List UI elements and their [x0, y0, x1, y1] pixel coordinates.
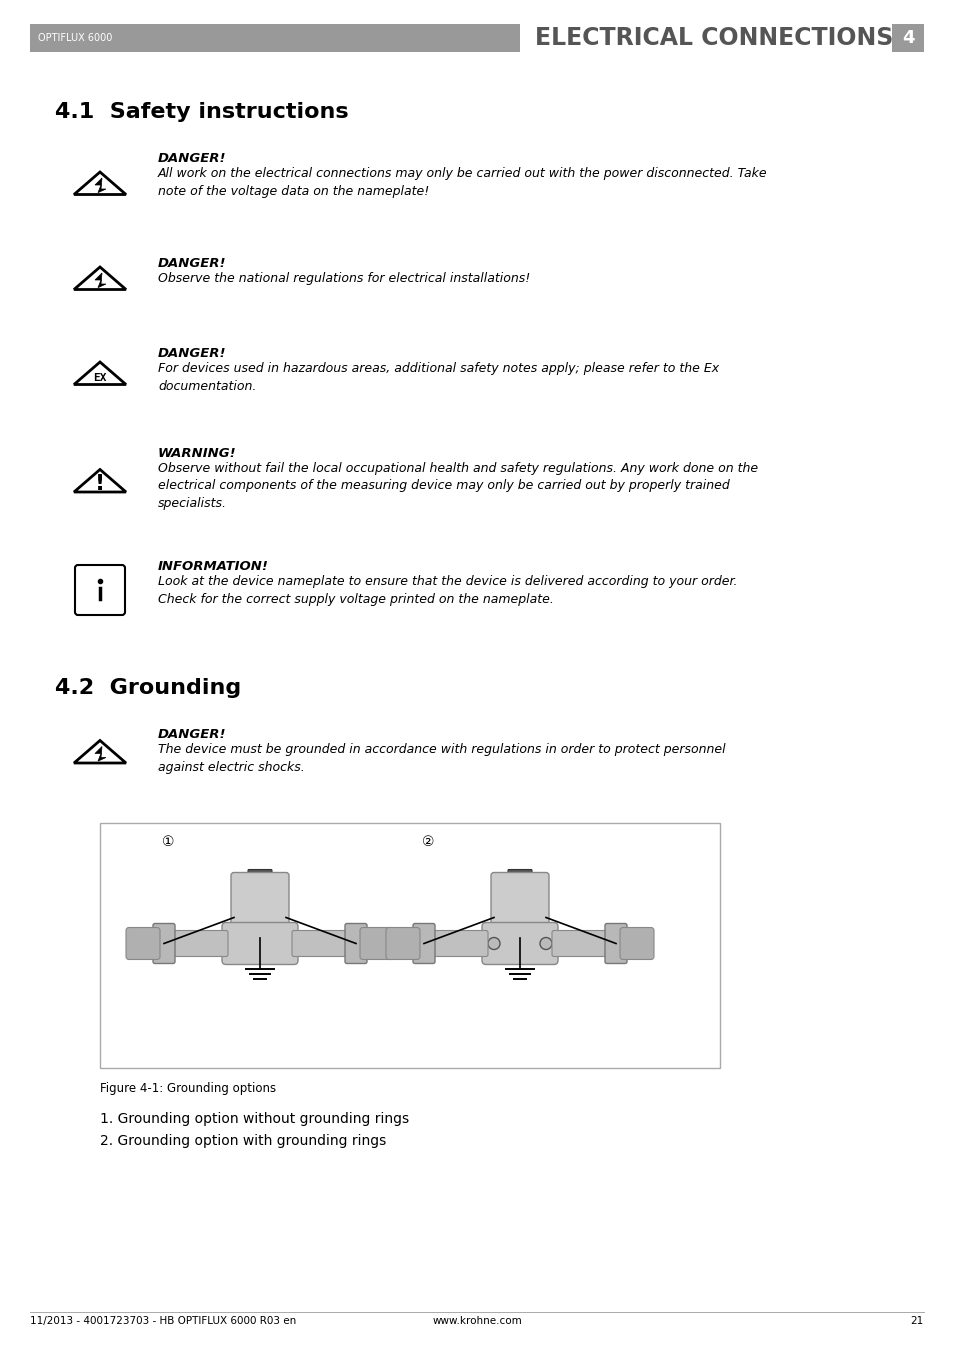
Text: ①: ①: [162, 835, 174, 848]
FancyBboxPatch shape: [619, 928, 654, 959]
FancyBboxPatch shape: [429, 931, 488, 957]
Text: DANGER!: DANGER!: [158, 728, 226, 740]
Text: Look at the device nameplate to ensure that the device is delivered according to: Look at the device nameplate to ensure t…: [158, 576, 737, 605]
Text: The device must be grounded in accordance with regulations in order to protect p: The device must be grounded in accordanc…: [158, 743, 725, 774]
FancyBboxPatch shape: [248, 870, 272, 885]
Polygon shape: [95, 273, 106, 288]
FancyBboxPatch shape: [345, 924, 367, 963]
Bar: [30, 24, 519, 51]
Polygon shape: [95, 178, 106, 193]
FancyBboxPatch shape: [126, 928, 160, 959]
Text: 11/2013 - 4001723703 - HB OPTIFLUX 6000 R03 en: 11/2013 - 4001723703 - HB OPTIFLUX 6000 …: [30, 1316, 296, 1325]
Text: Figure 4-1: Grounding options: Figure 4-1: Grounding options: [100, 1082, 275, 1096]
Polygon shape: [95, 747, 106, 761]
FancyBboxPatch shape: [552, 931, 610, 957]
Circle shape: [488, 938, 499, 950]
Text: Observe the national regulations for electrical installations!: Observe the national regulations for ele…: [158, 272, 530, 285]
Text: All work on the electrical connections may only be carried out with the power di: All work on the electrical connections m…: [158, 168, 767, 197]
Text: 21: 21: [910, 1316, 923, 1325]
Text: OPTIFLUX 6000: OPTIFLUX 6000: [38, 32, 112, 43]
FancyBboxPatch shape: [512, 924, 527, 939]
Circle shape: [539, 938, 552, 950]
Text: WARNING!: WARNING!: [158, 447, 236, 459]
Bar: [100, 823, 720, 1069]
Text: 4.1  Safety instructions: 4.1 Safety instructions: [55, 101, 348, 122]
Text: 4.2  Grounding: 4.2 Grounding: [55, 678, 241, 698]
Text: ELECTRICAL CONNECTIONS: ELECTRICAL CONNECTIONS: [535, 26, 892, 50]
FancyBboxPatch shape: [231, 873, 289, 928]
Text: 4: 4: [901, 28, 913, 47]
Text: !: !: [95, 474, 105, 494]
Text: www.krohne.com: www.krohne.com: [432, 1316, 521, 1325]
Text: DANGER!: DANGER!: [158, 257, 226, 270]
FancyBboxPatch shape: [507, 870, 532, 885]
Text: For devices used in hazardous areas, additional safety notes apply; please refer: For devices used in hazardous areas, add…: [158, 362, 719, 393]
Text: DANGER!: DANGER!: [158, 153, 226, 165]
FancyBboxPatch shape: [481, 923, 558, 965]
FancyBboxPatch shape: [491, 873, 548, 928]
FancyBboxPatch shape: [386, 928, 419, 959]
Bar: [891, 24, 923, 51]
FancyBboxPatch shape: [169, 931, 228, 957]
Text: EX: EX: [93, 373, 107, 384]
FancyBboxPatch shape: [252, 924, 268, 939]
Text: 1. Grounding option without grounding rings: 1. Grounding option without grounding ri…: [100, 1112, 409, 1125]
FancyBboxPatch shape: [359, 928, 394, 959]
Text: ②: ②: [421, 835, 434, 848]
Text: 2. Grounding option with grounding rings: 2. Grounding option with grounding rings: [100, 1133, 386, 1148]
FancyBboxPatch shape: [292, 931, 351, 957]
FancyBboxPatch shape: [152, 924, 174, 963]
FancyBboxPatch shape: [413, 924, 435, 963]
Text: INFORMATION!: INFORMATION!: [158, 561, 269, 573]
Text: DANGER!: DANGER!: [158, 347, 226, 359]
Text: Observe without fail the local occupational health and safety regulations. Any w: Observe without fail the local occupatio…: [158, 462, 758, 509]
FancyBboxPatch shape: [604, 924, 626, 963]
FancyBboxPatch shape: [222, 923, 297, 965]
